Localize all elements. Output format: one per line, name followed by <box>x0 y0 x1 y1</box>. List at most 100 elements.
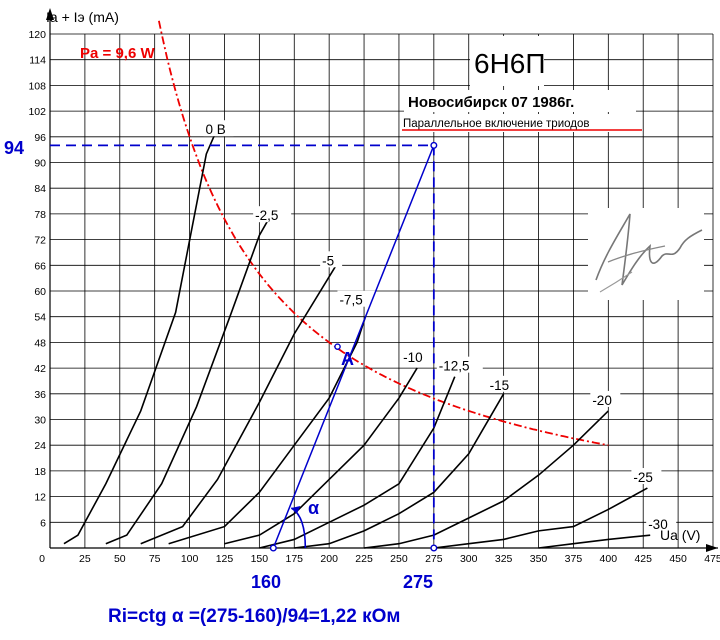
marker-point-a <box>334 343 341 350</box>
x-tick-label: 225 <box>355 553 373 565</box>
curve-label: -10 <box>403 350 423 365</box>
x-tick-label: 150 <box>251 553 269 565</box>
characteristic-curves: 0 В -2,5 -5 -7,5 -10 -12,5 -15 -20 -25 -30 <box>63 120 677 549</box>
y-tick-label: 78 <box>34 209 46 221</box>
x-tick-label: 0 <box>39 553 45 565</box>
tangent-line <box>272 145 435 549</box>
curve-series-6 <box>294 393 505 549</box>
y-tick-label: 90 <box>34 158 46 170</box>
y-tick-label: 12 <box>34 492 46 504</box>
x-tick-label: 400 <box>600 553 618 565</box>
ua-right-label: 275 <box>403 572 433 592</box>
signature <box>588 208 704 300</box>
y-tick-label: 18 <box>34 466 46 478</box>
x-tick-label: 425 <box>634 553 652 565</box>
curve-label-bg <box>253 206 292 223</box>
y-tick-label: 60 <box>34 286 46 298</box>
x-tick-label: 200 <box>320 553 338 565</box>
x-tick-label: 375 <box>565 553 583 565</box>
y-tick-label: 72 <box>34 235 46 247</box>
curve-series-3 <box>168 316 367 545</box>
y-axis-arrow <box>46 8 54 20</box>
y-tick-label: 48 <box>34 337 46 349</box>
curve-label-bg <box>320 251 343 268</box>
axes <box>46 8 718 552</box>
curve-label-bg <box>401 348 432 365</box>
marker-top <box>430 141 438 149</box>
ri-formula: Ri=ctg α =(275-160)/94=1,22 кОм <box>108 606 400 627</box>
y-tick-label: 96 <box>34 132 46 144</box>
y-tick-label: 24 <box>34 440 46 452</box>
curve-series-4 <box>224 367 418 545</box>
ia-value-label: 94 <box>4 138 24 158</box>
power-limit-hyperbola <box>158 20 609 447</box>
x-tick-label: 25 <box>79 553 91 565</box>
y-tick-label: 6 <box>40 517 46 529</box>
curve-series-2 <box>140 264 337 545</box>
curve-label: -20 <box>592 393 612 408</box>
curve-label-bg <box>646 515 677 532</box>
y-tick-label: 84 <box>34 183 46 195</box>
curve-label: -30 <box>648 517 668 532</box>
curve-label-bg <box>436 356 483 373</box>
x-tick-label: 300 <box>460 553 478 565</box>
x-tick-label: 75 <box>149 553 161 565</box>
curve-series-8 <box>433 487 648 549</box>
y-tick-label: 66 <box>34 260 46 272</box>
marker-160 <box>269 544 277 552</box>
curve-label: -15 <box>490 378 510 393</box>
x-tick-label: 350 <box>530 553 548 565</box>
y-tick-label: 36 <box>34 389 46 401</box>
y-tick-label: 114 <box>29 55 46 67</box>
x-tick-label: 175 <box>285 553 303 565</box>
curve-label-bg <box>631 468 662 485</box>
curve-label: -12,5 <box>439 359 470 374</box>
y-tick-label: 42 <box>34 363 46 375</box>
tick-labels: 0 25 50 75 100 125 150 175 200 225 250 275 300 325 350… <box>28 29 720 565</box>
y-tick-label: 30 <box>34 415 46 427</box>
y-tick-label: 108 <box>28 80 46 92</box>
power-limit-curve <box>158 20 609 447</box>
y-tick-label: 120 <box>28 29 46 41</box>
curve-label-bg <box>590 390 621 407</box>
x-tick-label: 450 <box>669 553 687 565</box>
curve-series-1 <box>105 217 270 545</box>
power-limit-label: Pa = 9,6 W <box>80 45 155 62</box>
curve-label: -7,5 <box>339 293 362 308</box>
x-tick-label: 475 <box>704 553 720 565</box>
connection-mode: Параллельное включение триодов <box>403 118 589 130</box>
y-axis-label: Ia + Iэ (mA) <box>46 9 119 25</box>
ua-left-label: 160 <box>251 572 281 592</box>
origin-caption: Новосибирск 07 1986г. <box>408 94 574 111</box>
curve-label-bg <box>337 290 376 307</box>
marker-275 <box>430 544 438 552</box>
origin-box <box>404 90 636 112</box>
alpha-label: α <box>308 498 319 518</box>
y-tick-label: 102 <box>28 106 46 118</box>
point-a-label: A <box>341 349 354 369</box>
x-tick-label: 100 <box>181 553 199 565</box>
ri-construction <box>50 141 438 552</box>
curve-series-9 <box>538 534 651 549</box>
tube-type-title: 6Н6П <box>474 48 546 79</box>
mode-box <box>400 114 640 132</box>
curve-series-0 <box>63 127 219 545</box>
curve-label: -5 <box>322 253 334 268</box>
x-tick-label: 325 <box>495 553 513 565</box>
curve-label: 0 В <box>205 122 225 137</box>
curve-label: -25 <box>633 470 653 485</box>
x-axis-arrow <box>706 544 718 552</box>
curve-label: -2,5 <box>255 208 278 223</box>
x-tick-label: 275 <box>425 553 443 565</box>
x-axis-label: Ua (V) <box>660 527 700 543</box>
curve-series-7 <box>363 410 609 549</box>
curve-series-5 <box>259 376 456 549</box>
x-tick-label: 50 <box>114 553 126 565</box>
x-tick-label: 250 <box>390 553 408 565</box>
x-tick-label: 125 <box>216 553 234 565</box>
curve-label-bg <box>203 120 234 137</box>
curve-label-bg <box>487 375 518 392</box>
angle-arrowhead <box>291 506 301 513</box>
y-tick-label: 54 <box>34 312 46 324</box>
